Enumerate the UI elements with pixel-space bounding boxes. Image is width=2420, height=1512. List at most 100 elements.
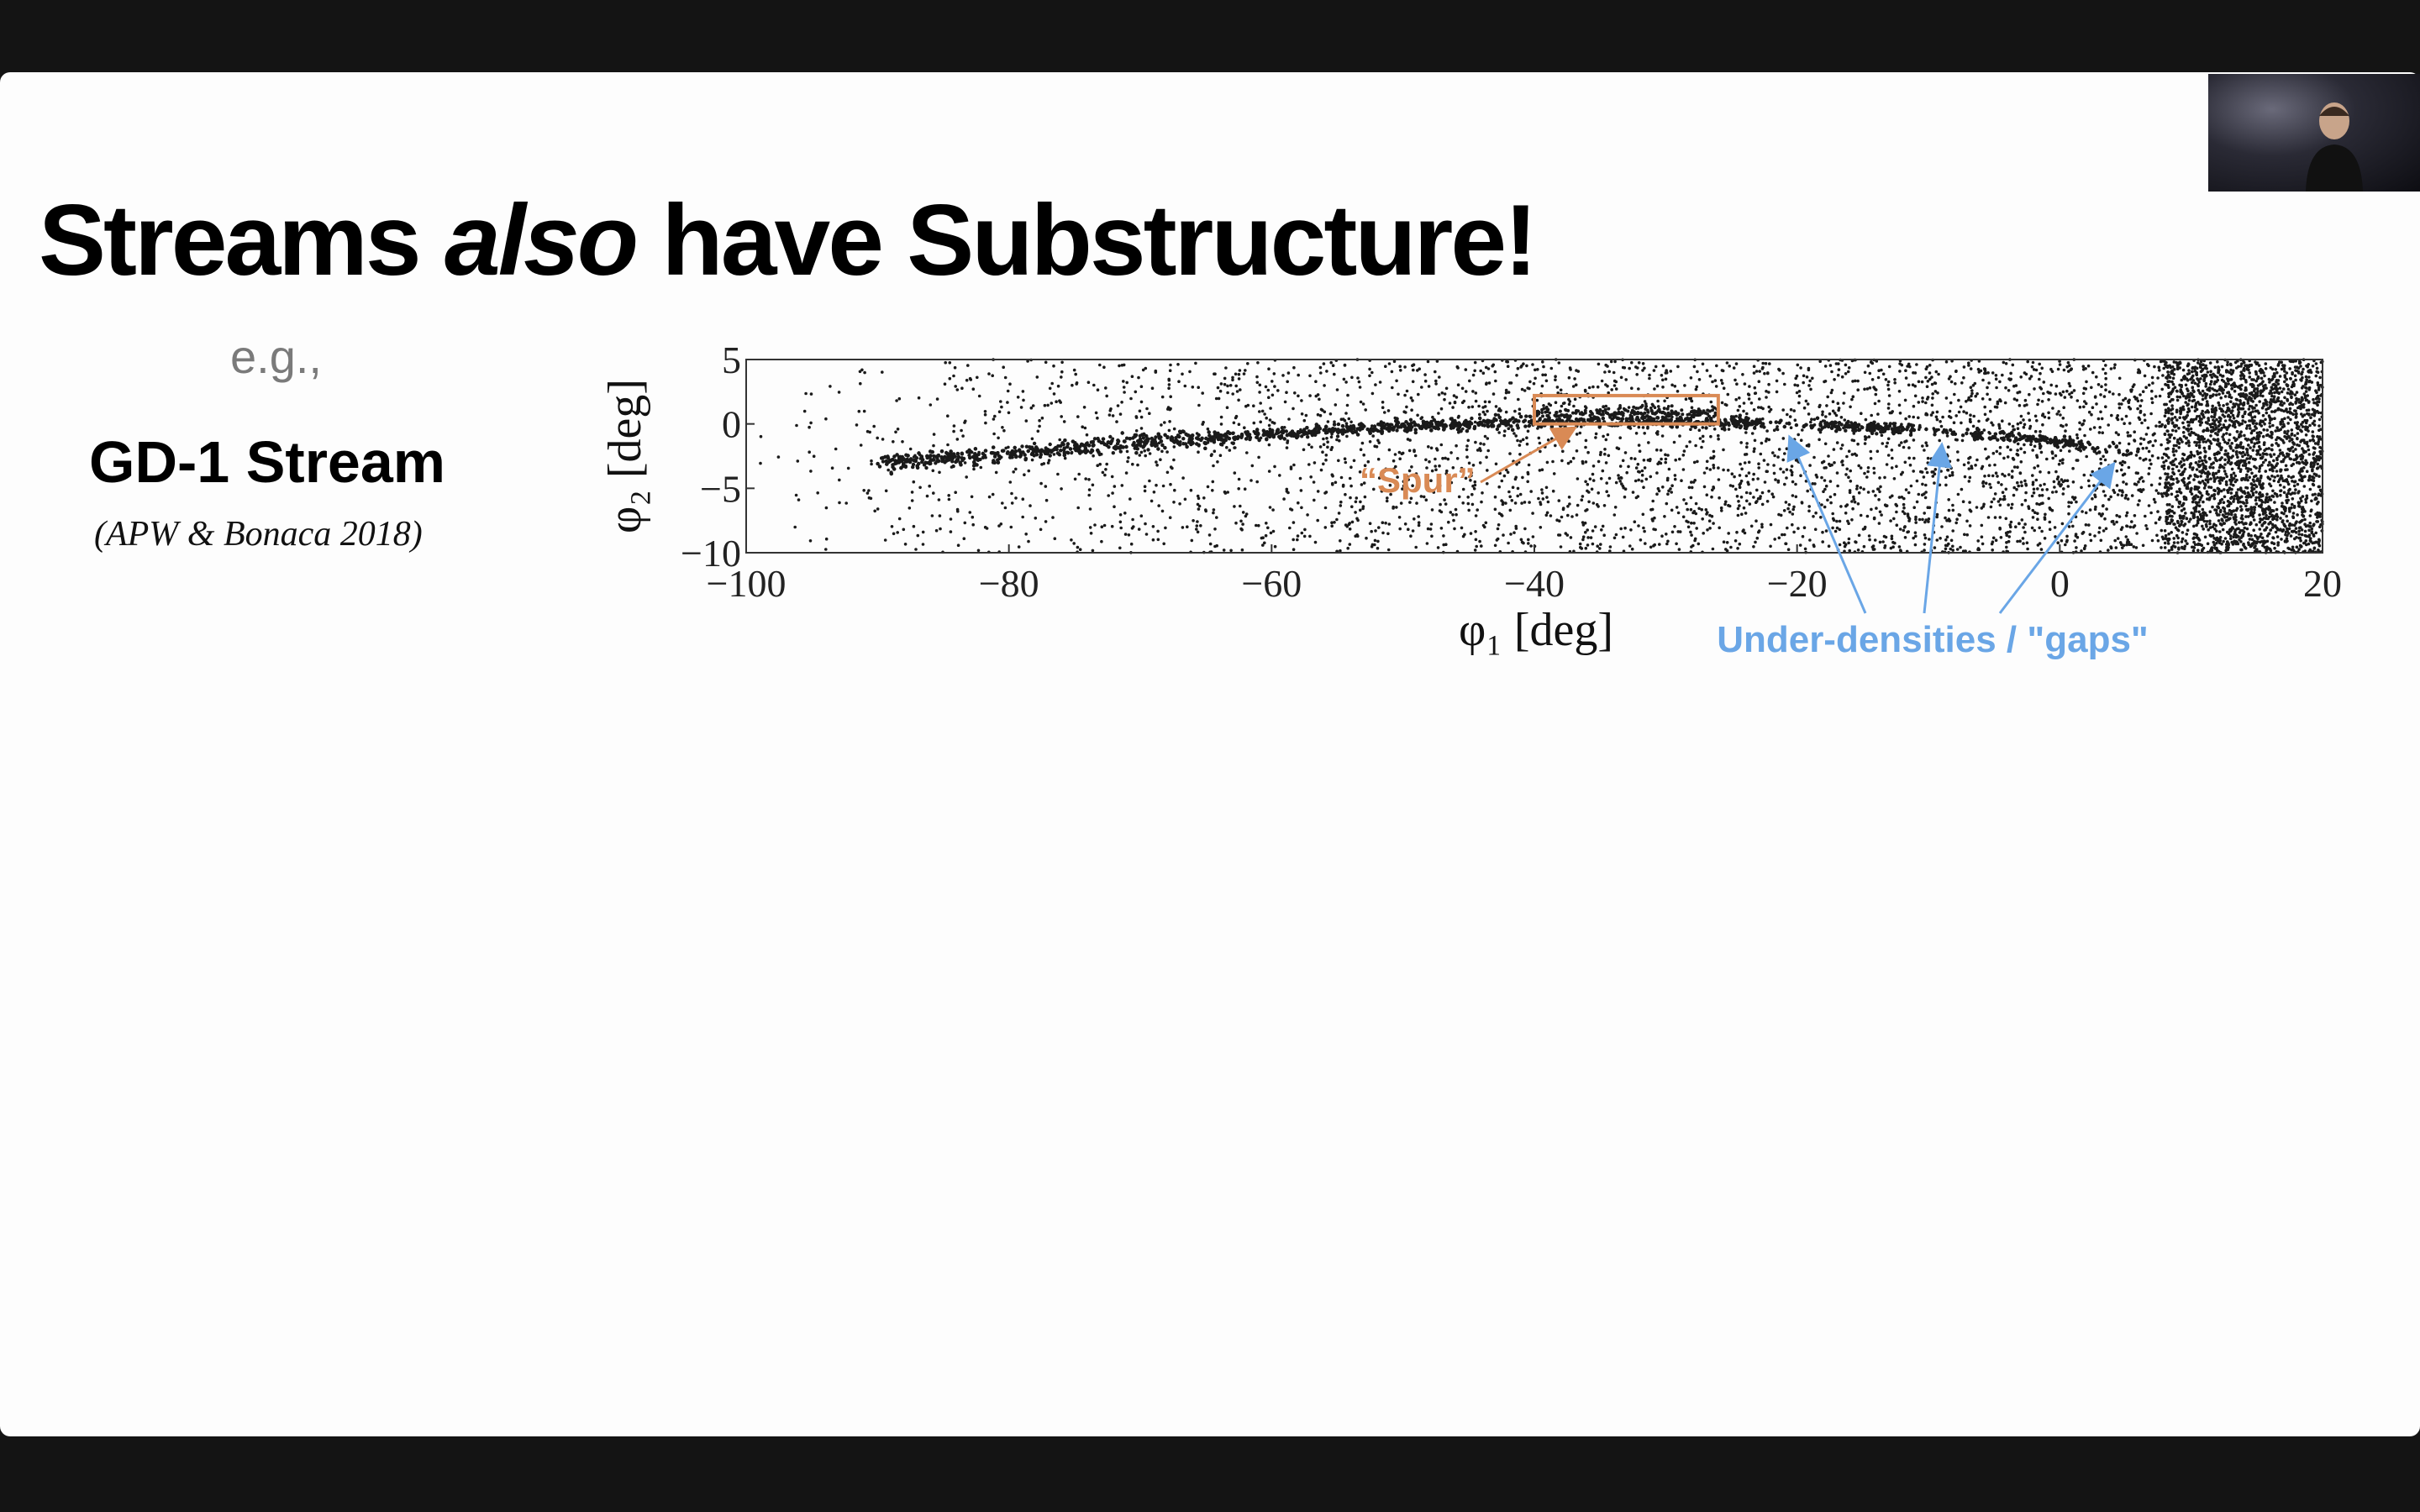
scatter-point: [1690, 522, 1693, 525]
scatter-point: [2109, 473, 2112, 476]
scatter-point: [1195, 528, 1198, 531]
scatter-point: [1953, 393, 1956, 396]
scatter-point: [1831, 527, 1834, 530]
scatter-point: [2115, 521, 2118, 524]
scatter-point: [2199, 392, 2202, 396]
scatter-point: [1148, 412, 1151, 415]
scatter-point: [2039, 470, 2042, 474]
scatter-point: [1292, 366, 1296, 370]
scatter-point: [1767, 490, 1770, 493]
scatter-point: [1407, 528, 1410, 531]
scatter-point: [1327, 420, 1330, 423]
scatter-point: [2201, 525, 2204, 528]
scatter-point: [1907, 491, 1911, 495]
scatter-point: [1959, 546, 1962, 549]
scatter-point: [2164, 361, 2167, 365]
scatter-point: [1360, 448, 1363, 451]
scatter-point: [2131, 494, 2134, 497]
scatter-point: [1397, 393, 1400, 396]
scatter-point: [2091, 470, 2094, 474]
scatter-point: [1814, 512, 1818, 515]
scatter-point: [1519, 365, 1523, 369]
scatter-point: [1286, 381, 1289, 384]
scatter-point: [1533, 382, 1536, 386]
scatter-point: [1344, 412, 1348, 415]
scatter-point: [2031, 527, 2034, 530]
scatter-point: [1916, 501, 1919, 504]
scatter-point: [1335, 518, 1339, 522]
scatter-point: [1856, 443, 1860, 446]
scatter-point: [2175, 477, 2179, 480]
scatter-point: [1858, 491, 1861, 495]
scatter-point: [1486, 449, 1490, 453]
scatter-point: [868, 431, 871, 434]
scatter-point: [2252, 494, 2255, 497]
scatter-point: [1358, 381, 1361, 384]
scatter-point: [1413, 517, 1416, 521]
scatter-point: [2245, 474, 2249, 477]
scatter-point: [1850, 500, 1854, 503]
scatter-point: [2031, 474, 2034, 477]
scatter-point: [1560, 516, 1564, 519]
scatter-point: [1550, 367, 1554, 370]
scatter-point: [1769, 545, 1772, 549]
scatter-point: [1991, 549, 1994, 552]
scatter-point: [1745, 445, 1749, 449]
scatter-point: [1722, 370, 1725, 373]
scatter-point: [1771, 451, 1775, 454]
scatter-point: [2275, 426, 2279, 429]
scatter-point: [1641, 474, 1644, 477]
scatter-point: [2267, 464, 2270, 467]
scatter-point: [896, 531, 899, 534]
scatter-point: [950, 530, 953, 533]
scatter-point: [2045, 488, 2049, 491]
scatter-point: [1791, 508, 1795, 512]
scatter-point: [1904, 369, 1907, 372]
scatter-point: [2139, 457, 2142, 460]
scatter-point: [1554, 444, 1557, 448]
scatter-point: [1482, 411, 1486, 414]
scatter-point: [1307, 463, 1311, 466]
scatter-point: [2009, 372, 2012, 375]
scatter-point: [2041, 400, 2044, 403]
scatter-point: [1258, 391, 1261, 394]
scatter-point: [2217, 519, 2221, 522]
scatter-point: [2309, 514, 2312, 517]
scatter-point: [1620, 476, 1623, 480]
scatter-point: [1044, 361, 1048, 365]
scatter-point: [2005, 488, 2008, 491]
scatter-point: [1145, 407, 1149, 411]
scatter-point: [1918, 401, 1921, 404]
scatter-point: [1471, 390, 1475, 393]
scatter-point: [2051, 457, 2054, 460]
scatter-point: [1531, 363, 1534, 366]
scatter-point: [2123, 473, 2127, 476]
scatter-point: [1697, 507, 1701, 511]
scatter-point: [2019, 447, 2023, 450]
scatter-point: [1736, 547, 1739, 550]
scatter-point: [2282, 410, 2286, 413]
scatter-point: [1808, 464, 1812, 467]
scatter-point: [1140, 416, 1144, 419]
scatter-point: [1724, 501, 1728, 504]
scatter-point: [2244, 411, 2247, 414]
scatter-point: [1523, 389, 1527, 392]
scatter-point: [1931, 383, 1934, 386]
scatter-point: [2087, 365, 2091, 368]
scatter-point: [809, 470, 813, 473]
scatter-point: [2312, 446, 2316, 449]
scatter-point: [1732, 485, 1735, 488]
scatter-point: [2152, 444, 2155, 448]
scatter-point: [1451, 406, 1455, 409]
scatter-point: [1776, 425, 1779, 428]
scatter-point: [2286, 422, 2290, 425]
scatter-point: [1814, 528, 1818, 531]
scatter-point: [2312, 463, 2316, 466]
scatter-point: [1261, 536, 1265, 539]
scatter-point: [1653, 387, 1656, 391]
scatter-point: [1735, 382, 1739, 386]
scatter-point: [1102, 471, 1105, 475]
scatter-point: [1324, 526, 1328, 529]
scatter-point: [1579, 432, 1582, 435]
scatter-point: [1837, 374, 1840, 377]
